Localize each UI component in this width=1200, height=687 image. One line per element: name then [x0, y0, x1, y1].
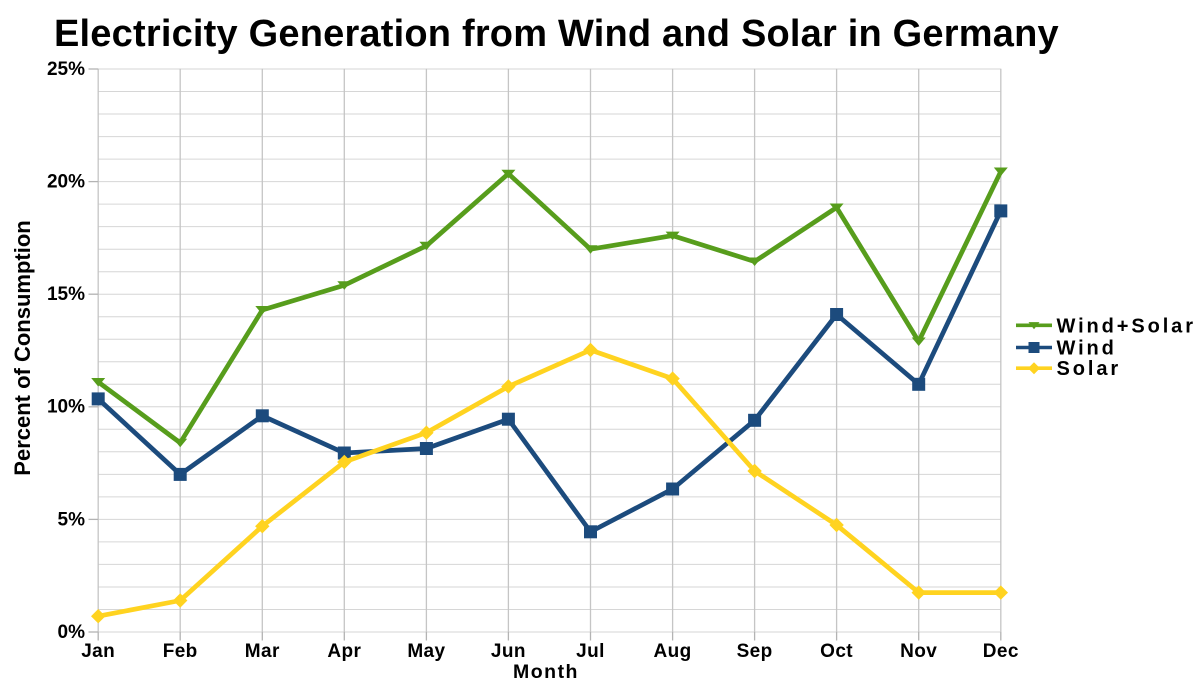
- svg-text:Month: Month: [513, 661, 579, 683]
- svg-text:Sep: Sep: [737, 641, 773, 662]
- svg-text:Dec: Dec: [983, 641, 1019, 662]
- svg-text:Wind: Wind: [1057, 338, 1117, 360]
- svg-text:Feb: Feb: [163, 641, 198, 662]
- svg-text:Nov: Nov: [900, 641, 937, 662]
- svg-text:0%: 0%: [58, 622, 86, 643]
- svg-text:Wind+Solar: Wind+Solar: [1057, 315, 1196, 337]
- svg-text:Percent of Consumption: Percent of Consumption: [10, 220, 35, 475]
- svg-text:Electricity Generation from Wi: Electricity Generation from Wind and Sol…: [54, 13, 1059, 55]
- svg-text:Jun: Jun: [491, 641, 526, 662]
- svg-text:Mar: Mar: [245, 641, 280, 662]
- svg-text:Solar: Solar: [1057, 358, 1122, 380]
- svg-text:Jul: Jul: [576, 641, 605, 662]
- svg-text:25%: 25%: [47, 59, 85, 80]
- svg-text:15%: 15%: [47, 284, 85, 305]
- svg-text:10%: 10%: [47, 397, 85, 418]
- svg-text:Apr: Apr: [327, 641, 361, 662]
- svg-text:20%: 20%: [47, 172, 85, 193]
- svg-text:May: May: [407, 641, 445, 662]
- svg-text:Aug: Aug: [654, 641, 692, 662]
- svg-text:5%: 5%: [58, 509, 86, 530]
- svg-text:Oct: Oct: [820, 641, 853, 662]
- svg-text:Jan: Jan: [81, 641, 115, 662]
